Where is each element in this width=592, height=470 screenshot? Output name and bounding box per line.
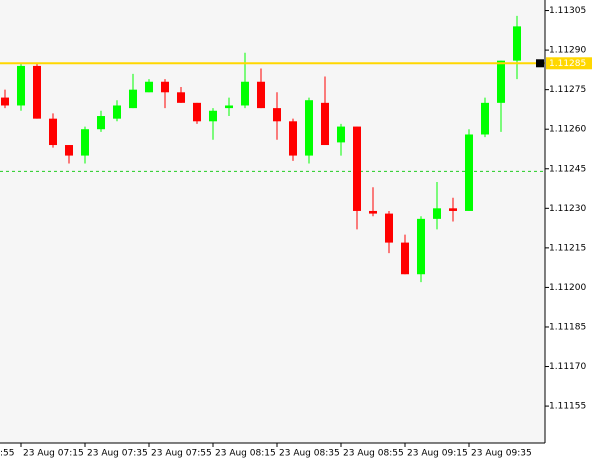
y-tick-label: 1.11215: [549, 243, 586, 253]
x-tick-label: 23 Aug 08:35: [279, 449, 340, 459]
candle-body: [65, 145, 73, 156]
x-tick-label: 23 Aug 08:55: [343, 449, 404, 459]
candle-body: [353, 126, 361, 211]
y-tick-label: 1.11305: [549, 6, 586, 16]
y-tick-label: 1.11170: [549, 362, 586, 372]
y-tick-label: 1.11275: [549, 85, 586, 95]
candle-body: [129, 89, 137, 109]
price-label: 1.11285: [549, 59, 586, 69]
candle-body: [449, 208, 457, 211]
candle-body: [241, 81, 249, 106]
x-tick-label: 23 Aug 07:15: [23, 449, 84, 459]
candle-body: [465, 134, 473, 211]
candle-body: [257, 81, 265, 109]
plot-background: [0, 0, 545, 443]
y-tick-label: 1.11245: [549, 164, 586, 174]
candle-body: [1, 97, 9, 106]
y-tick-label: 1.11290: [549, 46, 586, 56]
candle-body: [337, 126, 345, 143]
x-tick-label: :55: [0, 449, 14, 459]
candle-body: [513, 26, 521, 61]
x-tick-label: 23 Aug 07:35: [87, 449, 148, 459]
candle-body: [401, 242, 409, 275]
candle-body: [113, 105, 121, 119]
price-marker: [536, 59, 544, 68]
x-tick-label: 23 Aug 09:35: [471, 449, 532, 459]
candle-body: [417, 218, 425, 275]
candle-body: [481, 102, 489, 135]
candle-body: [305, 100, 313, 156]
candle-body: [209, 110, 217, 122]
candle-body: [145, 81, 153, 93]
x-tick-label: 23 Aug 08:15: [215, 449, 276, 459]
y-tick-label: 1.11260: [549, 125, 586, 135]
candle-body: [193, 102, 201, 122]
candle-body: [497, 60, 505, 103]
x-tick-label: 23 Aug 09:15: [407, 449, 468, 459]
y-tick-label: 1.11185: [549, 322, 586, 332]
candle-body: [17, 65, 25, 106]
candle-body: [385, 213, 393, 243]
y-tick-label: 1.11200: [549, 283, 586, 293]
x-tick-label: 23 Aug 07:55: [151, 449, 212, 459]
candle-body: [273, 108, 281, 122]
candle-body: [161, 81, 169, 93]
y-tick-label: 1.11155: [549, 402, 586, 412]
candle-body: [225, 105, 233, 109]
candle-body: [81, 129, 89, 156]
y-tick-label: 1.11230: [549, 204, 586, 214]
price-label-box: [546, 57, 592, 70]
candle-body: [369, 210, 377, 214]
candle-body: [321, 102, 329, 146]
candle-body: [33, 65, 41, 119]
candle-body: [97, 116, 105, 130]
candle-body: [49, 118, 57, 146]
candle-body: [177, 92, 185, 103]
candle-body: [433, 208, 441, 219]
candle-body: [289, 121, 297, 156]
